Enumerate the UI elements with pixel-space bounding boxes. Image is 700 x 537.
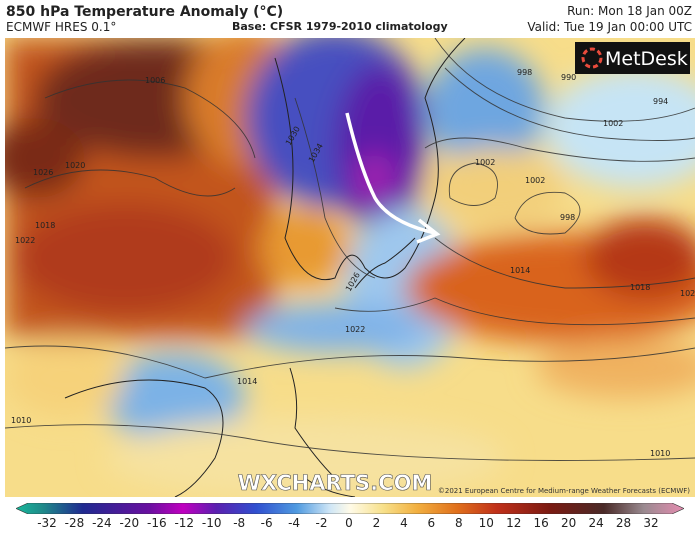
colorbar-tick-label: 2 (372, 516, 381, 530)
title: 850 hPa Temperature Anomaly (°C) (6, 4, 284, 20)
isobar-label: 1018 (35, 221, 55, 230)
colorbar-tick-label: -6 (260, 516, 273, 530)
logo-box (575, 42, 690, 74)
isobar-label: 1020 (65, 161, 85, 170)
isobar-label: 1010 (11, 416, 31, 425)
colorbar-tick-label: 4 (400, 516, 408, 530)
isobar-label: 990 (561, 73, 576, 82)
colorbar-tick-label: -28 (64, 516, 85, 530)
isobar-label: 998 (517, 68, 532, 77)
colorbar-tick-label: -12 (174, 516, 195, 530)
isobar-label: 1002 (525, 176, 545, 185)
colorbar-tick-label: 0 (345, 516, 353, 530)
run-time: Run: Mon 18 Jan 00Z (567, 4, 692, 18)
colorbar-tick-label: -20 (119, 516, 140, 530)
colorbar-tick-label: 28 (615, 516, 632, 530)
isobar-label: 1026 (33, 168, 53, 177)
colorbar-tick-label: 8 (454, 516, 463, 530)
isobar-label: 1002 (603, 119, 623, 128)
colorbar-tick-label: 6 (427, 516, 436, 530)
isobar-label: 998 (560, 213, 575, 222)
colorbar (16, 503, 684, 514)
isobar-label: 1022 (680, 289, 695, 298)
isobar-label: 1006 (145, 76, 165, 85)
base: Base: CFSR 1979-2010 climatology (232, 20, 448, 33)
valid-time: Valid: Tue 19 Jan 00:00 UTC (527, 20, 692, 34)
copyright: ©2021 European Centre for Medium-range W… (438, 487, 690, 495)
isobar-label: 1014 (510, 266, 530, 275)
isobar-label: 1022 (15, 236, 35, 245)
colorbar-tick-label: -16 (147, 516, 167, 530)
colorbar-tick-label: -8 (233, 516, 246, 530)
colorbar-tick-label: 20 (560, 516, 577, 530)
model: ECMWF HRES 0.1° (6, 20, 117, 34)
colorbar-tick-label: 24 (588, 516, 604, 530)
colorbar-tick-label: -4 (288, 516, 301, 530)
isobar-label: 994 (653, 97, 668, 106)
logo: MetDesk (605, 48, 688, 70)
isobar-label: 1022 (345, 325, 365, 334)
isobar-label: 1018 (630, 283, 650, 292)
watermark: WXCHARTS.COM (238, 471, 433, 495)
colorbar-tick-label: 12 (506, 516, 522, 530)
colorbar-tick-label: 32 (643, 516, 659, 530)
colorbar-fill (16, 503, 684, 514)
isobar-label: 1010 (650, 449, 670, 458)
logo-icon (581, 47, 603, 69)
colorbar-tick-label: -10 (201, 516, 222, 530)
colorbar-tick-label: 16 (533, 516, 549, 530)
isobar-label: 1002 (475, 158, 495, 167)
isobar-label: 1014 (237, 377, 257, 386)
colorbar-tick-label: -24 (92, 516, 112, 530)
colorbar-tick-label: -2 (315, 516, 328, 530)
colorbar-tick-label: -32 (37, 516, 57, 530)
map: 1006102610201018102210301034102610221014… (5, 38, 695, 497)
colorbar-tick-label: 10 (478, 516, 494, 530)
